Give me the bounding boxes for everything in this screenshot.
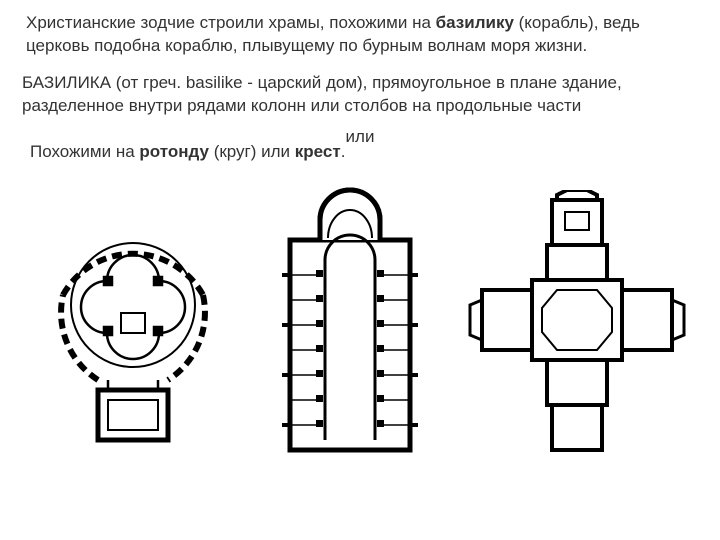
t1b: базилику: [436, 13, 514, 32]
diagram-basilica: [270, 180, 430, 475]
basilica-svg: [270, 180, 430, 470]
diagram-row: [22, 180, 698, 475]
diagram-rotonda: [28, 195, 238, 460]
t3b: ротонду: [139, 142, 209, 161]
paragraph-basilica: Христианские зодчие строили храмы, похож…: [22, 12, 698, 58]
t3a: Похожими на: [30, 142, 139, 161]
t3e: .: [341, 142, 346, 161]
t3c: (круг) или: [209, 142, 295, 161]
t1a: Христианские зодчие строили храмы, похож…: [26, 13, 436, 32]
paragraph-definition: БАЗИЛИКА (от греч. basilike - царский до…: [22, 72, 698, 118]
diagram-cross: [462, 190, 692, 465]
rotonda-svg: [28, 195, 238, 455]
cross-svg: [462, 190, 692, 460]
t3d: крест: [295, 142, 341, 161]
